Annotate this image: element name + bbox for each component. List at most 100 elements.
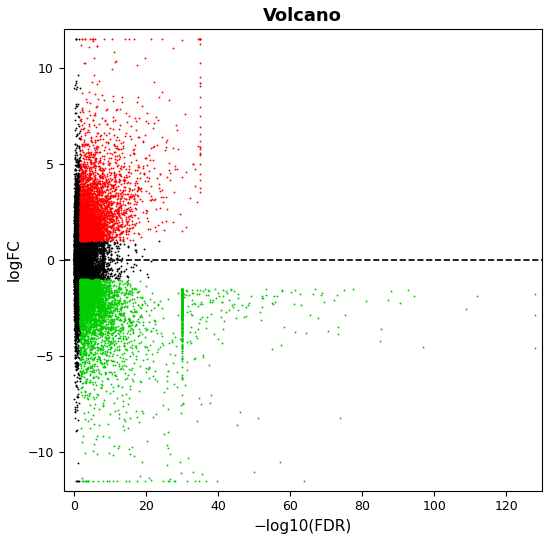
- Point: [70, 268, 79, 277]
- Point: [72, 267, 81, 276]
- Point: [81, 160, 89, 169]
- Point: [100, 333, 109, 341]
- Point: [92, 319, 101, 327]
- Point: [82, 265, 91, 274]
- Point: [81, 221, 89, 229]
- Point: [81, 279, 89, 287]
- Point: [70, 237, 79, 246]
- Point: [178, 295, 187, 304]
- Point: [99, 305, 108, 313]
- Point: [79, 267, 88, 275]
- Point: [81, 245, 90, 253]
- Point: [84, 217, 93, 226]
- Point: [78, 257, 87, 266]
- Point: [71, 301, 80, 309]
- Point: [79, 332, 88, 341]
- Point: [95, 325, 104, 333]
- Point: [76, 256, 85, 265]
- Point: [74, 250, 82, 259]
- Point: [86, 183, 94, 192]
- Point: [81, 210, 89, 219]
- Point: [76, 240, 85, 249]
- Point: [80, 277, 89, 286]
- Point: [86, 215, 94, 224]
- Point: [99, 228, 108, 237]
- Point: [72, 310, 81, 319]
- Point: [89, 266, 98, 275]
- Point: [71, 324, 80, 332]
- Point: [93, 250, 102, 259]
- Point: [78, 218, 87, 227]
- Point: [71, 225, 80, 233]
- Point: [75, 241, 84, 250]
- Point: [87, 203, 96, 212]
- Point: [79, 237, 87, 246]
- Point: [72, 242, 81, 250]
- Point: [74, 291, 83, 300]
- Point: [71, 202, 80, 211]
- Point: [86, 319, 95, 328]
- Point: [145, 195, 154, 204]
- Point: [99, 262, 108, 270]
- Point: [95, 272, 104, 280]
- Point: [80, 251, 88, 260]
- Point: [71, 311, 80, 320]
- Point: [80, 241, 89, 250]
- Point: [75, 240, 83, 249]
- Point: [74, 250, 82, 259]
- Point: [71, 256, 80, 265]
- Point: [86, 192, 94, 201]
- Point: [83, 299, 92, 308]
- Point: [74, 230, 82, 239]
- Point: [74, 243, 83, 252]
- Point: [83, 226, 92, 234]
- Point: [71, 254, 80, 262]
- Point: [75, 289, 83, 298]
- Point: [77, 308, 86, 316]
- Point: [73, 333, 82, 341]
- Point: [97, 294, 106, 302]
- Point: [77, 255, 86, 264]
- Point: [196, 148, 205, 157]
- Point: [76, 292, 85, 301]
- Point: [87, 307, 96, 315]
- Point: [71, 254, 80, 263]
- Point: [178, 298, 187, 307]
- Point: [74, 264, 82, 273]
- Point: [131, 200, 140, 208]
- Point: [76, 241, 85, 249]
- Point: [75, 235, 84, 243]
- Point: [78, 257, 87, 266]
- Point: [86, 272, 95, 281]
- Point: [79, 241, 88, 250]
- Point: [103, 269, 112, 278]
- Point: [77, 260, 86, 268]
- Point: [75, 310, 84, 319]
- Point: [80, 281, 89, 290]
- Point: [71, 257, 80, 266]
- Point: [70, 305, 79, 314]
- Point: [100, 312, 109, 320]
- Point: [78, 217, 87, 226]
- Point: [74, 248, 82, 257]
- Point: [71, 262, 80, 271]
- Point: [95, 310, 104, 319]
- Point: [91, 157, 100, 166]
- Point: [178, 314, 187, 323]
- Point: [72, 243, 81, 252]
- Point: [82, 291, 91, 299]
- Point: [178, 294, 187, 303]
- Point: [75, 269, 83, 278]
- Point: [73, 296, 82, 305]
- Point: [103, 301, 111, 309]
- Point: [143, 301, 152, 309]
- Point: [82, 181, 91, 190]
- Point: [92, 298, 100, 307]
- Point: [74, 239, 82, 247]
- Point: [71, 241, 80, 250]
- Point: [74, 259, 82, 268]
- Point: [85, 296, 93, 305]
- Point: [80, 281, 88, 290]
- Point: [75, 263, 83, 272]
- Point: [95, 262, 104, 271]
